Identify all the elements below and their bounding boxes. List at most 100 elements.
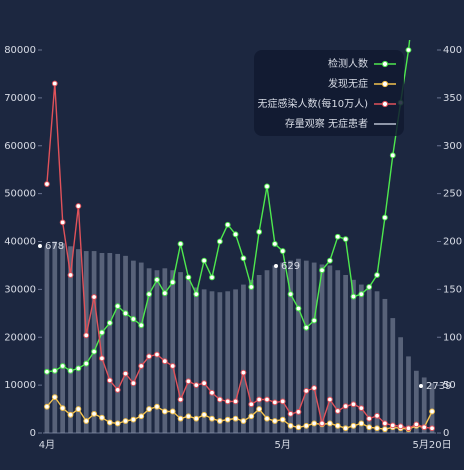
point [114, 420, 121, 427]
point [366, 284, 373, 290]
point [209, 389, 215, 396]
point [224, 221, 231, 228]
bar [115, 253, 121, 433]
bar [421, 377, 427, 433]
bar [68, 246, 73, 433]
point [334, 233, 341, 240]
point [146, 291, 153, 298]
point [44, 181, 50, 187]
point [389, 152, 396, 159]
y-tick-label: 80000 [4, 45, 36, 56]
point [106, 377, 113, 384]
y-tick-label: 50000 [4, 189, 36, 200]
bar [280, 262, 286, 433]
point [99, 414, 105, 421]
legend-dot [381, 60, 389, 68]
point [311, 420, 318, 427]
bar [225, 291, 231, 433]
bar [170, 270, 176, 433]
point [429, 408, 435, 415]
point [83, 418, 90, 424]
point [106, 419, 113, 426]
point [75, 365, 82, 372]
bar [248, 279, 254, 433]
y2-tick-label: 400 [443, 45, 462, 56]
point [413, 421, 420, 428]
point [295, 424, 302, 431]
point [429, 425, 435, 432]
point [177, 396, 184, 403]
bar [429, 383, 435, 433]
bar [178, 272, 183, 433]
point [185, 274, 192, 281]
point [279, 248, 286, 254]
point [201, 380, 208, 387]
point [342, 403, 349, 410]
point [114, 303, 121, 310]
bar [358, 284, 364, 433]
bar [303, 260, 309, 433]
point [83, 360, 90, 367]
point [75, 406, 82, 412]
point [154, 276, 160, 283]
point [303, 324, 310, 331]
point [169, 279, 176, 286]
point [130, 316, 137, 322]
y2-tick-label: 300 [443, 141, 462, 152]
bar [288, 260, 293, 433]
point [209, 415, 215, 422]
point [287, 291, 294, 298]
annotation: 2739 [426, 381, 451, 392]
point [374, 425, 380, 432]
bar [272, 265, 278, 433]
point [106, 319, 113, 326]
point [264, 396, 270, 403]
bar [398, 337, 403, 433]
bar [107, 252, 113, 433]
point [177, 240, 184, 247]
point [67, 367, 74, 374]
point [51, 367, 58, 374]
point [256, 229, 263, 235]
point [232, 415, 239, 422]
bar [390, 318, 396, 433]
bar [413, 370, 419, 433]
point [224, 398, 231, 405]
point [161, 358, 168, 365]
y2-tick-label: 250 [443, 189, 462, 200]
point [326, 420, 333, 427]
annotation-dot [274, 264, 278, 268]
bar [193, 287, 199, 433]
point [256, 406, 263, 412]
point [264, 183, 270, 190]
point [146, 406, 153, 412]
bar [60, 243, 66, 433]
point [279, 416, 286, 423]
plot-area [44, 40, 435, 433]
point [342, 425, 349, 432]
point [264, 415, 270, 422]
annotation-dot [38, 244, 42, 248]
point [169, 408, 176, 415]
point [169, 363, 176, 369]
point [374, 412, 380, 419]
legend-label: 检测人数 [328, 57, 368, 70]
x-tick-label: 5月20日 [413, 439, 452, 451]
annotation: 678 [45, 241, 64, 252]
bar [138, 262, 144, 433]
point [311, 317, 318, 324]
annotation-dot [419, 384, 423, 388]
point [185, 378, 192, 385]
y-tick-label: 30000 [4, 284, 36, 295]
bar [217, 292, 223, 433]
point [405, 425, 412, 432]
point [146, 353, 153, 360]
bar [123, 255, 128, 433]
point [91, 294, 97, 300]
bar [343, 275, 348, 433]
point [295, 409, 302, 415]
legend-label: 无症感染人数(每10万人) [257, 97, 368, 110]
point [114, 387, 121, 393]
point [311, 385, 318, 391]
point [99, 355, 105, 362]
